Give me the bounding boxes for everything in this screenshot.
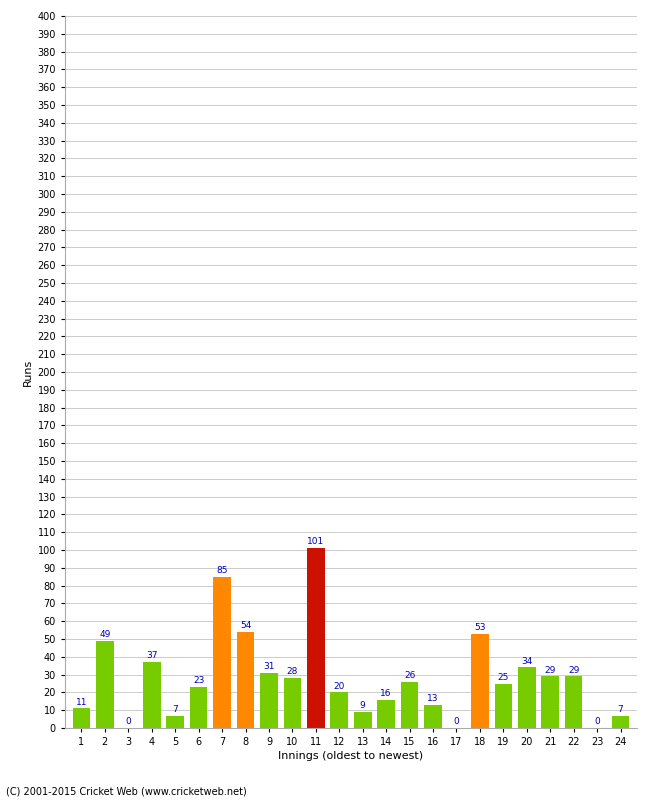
Bar <box>495 683 512 728</box>
Bar <box>260 673 278 728</box>
Bar <box>73 709 90 728</box>
Bar <box>401 682 419 728</box>
Bar <box>190 687 207 728</box>
Bar <box>237 632 254 728</box>
Bar <box>354 712 372 728</box>
Bar <box>541 676 559 728</box>
Bar <box>612 715 629 728</box>
Bar <box>143 662 161 728</box>
Text: 49: 49 <box>99 630 111 639</box>
Text: 29: 29 <box>568 666 579 674</box>
Text: 37: 37 <box>146 651 157 660</box>
Bar <box>283 678 301 728</box>
Text: 31: 31 <box>263 662 275 671</box>
Text: 0: 0 <box>454 718 460 726</box>
Text: 0: 0 <box>125 718 131 726</box>
Text: 29: 29 <box>545 666 556 674</box>
Y-axis label: Runs: Runs <box>23 358 33 386</box>
Bar <box>166 715 184 728</box>
Bar <box>330 693 348 728</box>
Text: 9: 9 <box>360 701 365 710</box>
Text: 7: 7 <box>172 705 178 714</box>
Text: 20: 20 <box>333 682 345 690</box>
Text: 23: 23 <box>193 676 204 686</box>
Bar <box>471 634 489 728</box>
Bar <box>424 705 442 728</box>
Text: 101: 101 <box>307 538 324 546</box>
Bar <box>307 548 324 728</box>
Text: (C) 2001-2015 Cricket Web (www.cricketweb.net): (C) 2001-2015 Cricket Web (www.cricketwe… <box>6 786 247 796</box>
Text: 13: 13 <box>427 694 439 703</box>
Bar <box>213 577 231 728</box>
Text: 28: 28 <box>287 667 298 676</box>
Text: 34: 34 <box>521 657 532 666</box>
Bar <box>96 641 114 728</box>
Bar <box>518 667 536 728</box>
Text: 7: 7 <box>618 705 623 714</box>
Text: 25: 25 <box>498 673 509 682</box>
Bar <box>378 699 395 728</box>
Text: 11: 11 <box>75 698 87 706</box>
Text: 54: 54 <box>240 621 251 630</box>
X-axis label: Innings (oldest to newest): Innings (oldest to newest) <box>278 751 424 761</box>
Text: 53: 53 <box>474 623 486 632</box>
Text: 16: 16 <box>380 689 392 698</box>
Text: 0: 0 <box>594 718 600 726</box>
Text: 26: 26 <box>404 671 415 680</box>
Bar <box>565 676 582 728</box>
Text: 85: 85 <box>216 566 228 575</box>
